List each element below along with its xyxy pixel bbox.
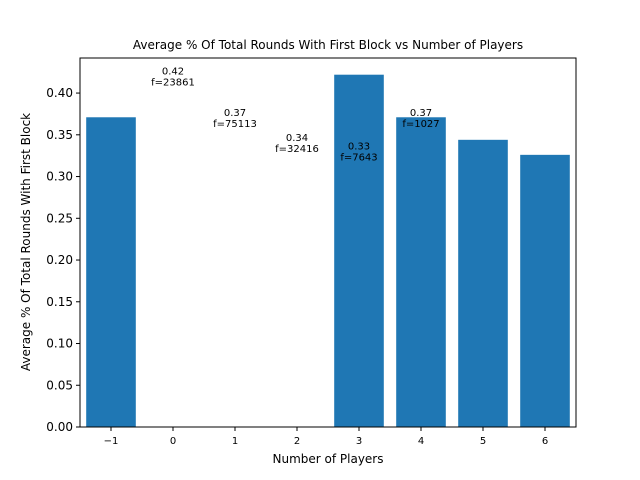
annotation-freq-4: f=1027 bbox=[402, 119, 439, 130]
annotation-freq-2: f=32416 bbox=[275, 144, 319, 155]
x-tick-label-1: 0 bbox=[170, 436, 176, 447]
annotation-value-3: 0.33 bbox=[348, 142, 370, 153]
annotation-value-4: 0.37 bbox=[410, 108, 432, 119]
annotation-freq-0: f=23861 bbox=[151, 77, 195, 88]
y-tick-label-1: 0.05 bbox=[46, 378, 73, 392]
x-tick-label-2: 1 bbox=[232, 436, 238, 447]
bars-group bbox=[86, 74, 570, 428]
annotation-freq-3: f=7643 bbox=[340, 153, 377, 164]
y-tick-label-5: 0.25 bbox=[46, 211, 73, 225]
chart-title: Average % Of Total Rounds With First Blo… bbox=[133, 38, 523, 52]
y-tick-label-3: 0.15 bbox=[46, 295, 73, 309]
annotation-value-0: 0.42 bbox=[162, 66, 184, 77]
x-tick-label-0: −1 bbox=[104, 436, 119, 447]
x-tick-label-6: 5 bbox=[480, 436, 486, 447]
annotation-freq-1: f=75113 bbox=[213, 119, 257, 130]
y-tick-label-7: 0.35 bbox=[46, 128, 73, 142]
x-tick-label-3: 2 bbox=[294, 436, 300, 447]
y-tick-label-4: 0.20 bbox=[46, 253, 73, 267]
x-axis: −1 0 1 2 3 4 5 6 bbox=[104, 427, 548, 447]
annotation-value-2: 0.34 bbox=[286, 133, 308, 144]
bar-4 bbox=[520, 154, 570, 428]
bar-2 bbox=[396, 117, 446, 428]
x-tick-label-5: 4 bbox=[418, 436, 424, 447]
y-tick-label-2: 0.10 bbox=[46, 337, 73, 351]
plot-frame bbox=[79, 57, 577, 428]
y-tick-label-0: 0.00 bbox=[46, 420, 73, 434]
bar-0 bbox=[86, 117, 136, 428]
y-tick-label-8: 0.40 bbox=[46, 86, 73, 100]
y-tick-label-6: 0.30 bbox=[46, 170, 73, 184]
bar-1 bbox=[334, 74, 384, 427]
bar-3 bbox=[458, 139, 508, 427]
annotation-value-1: 0.37 bbox=[224, 108, 246, 119]
y-axis: 0.00 0.05 0.10 0.15 0.20 0.25 0.30 0.35 0.40 bbox=[46, 86, 80, 434]
x-tick-label-7: 6 bbox=[542, 436, 548, 447]
x-axis-label: Number of Players bbox=[273, 452, 384, 466]
y-axis-label: Average % Of Total Rounds With First Blo… bbox=[19, 113, 33, 371]
x-tick-label-4: 3 bbox=[356, 436, 362, 447]
